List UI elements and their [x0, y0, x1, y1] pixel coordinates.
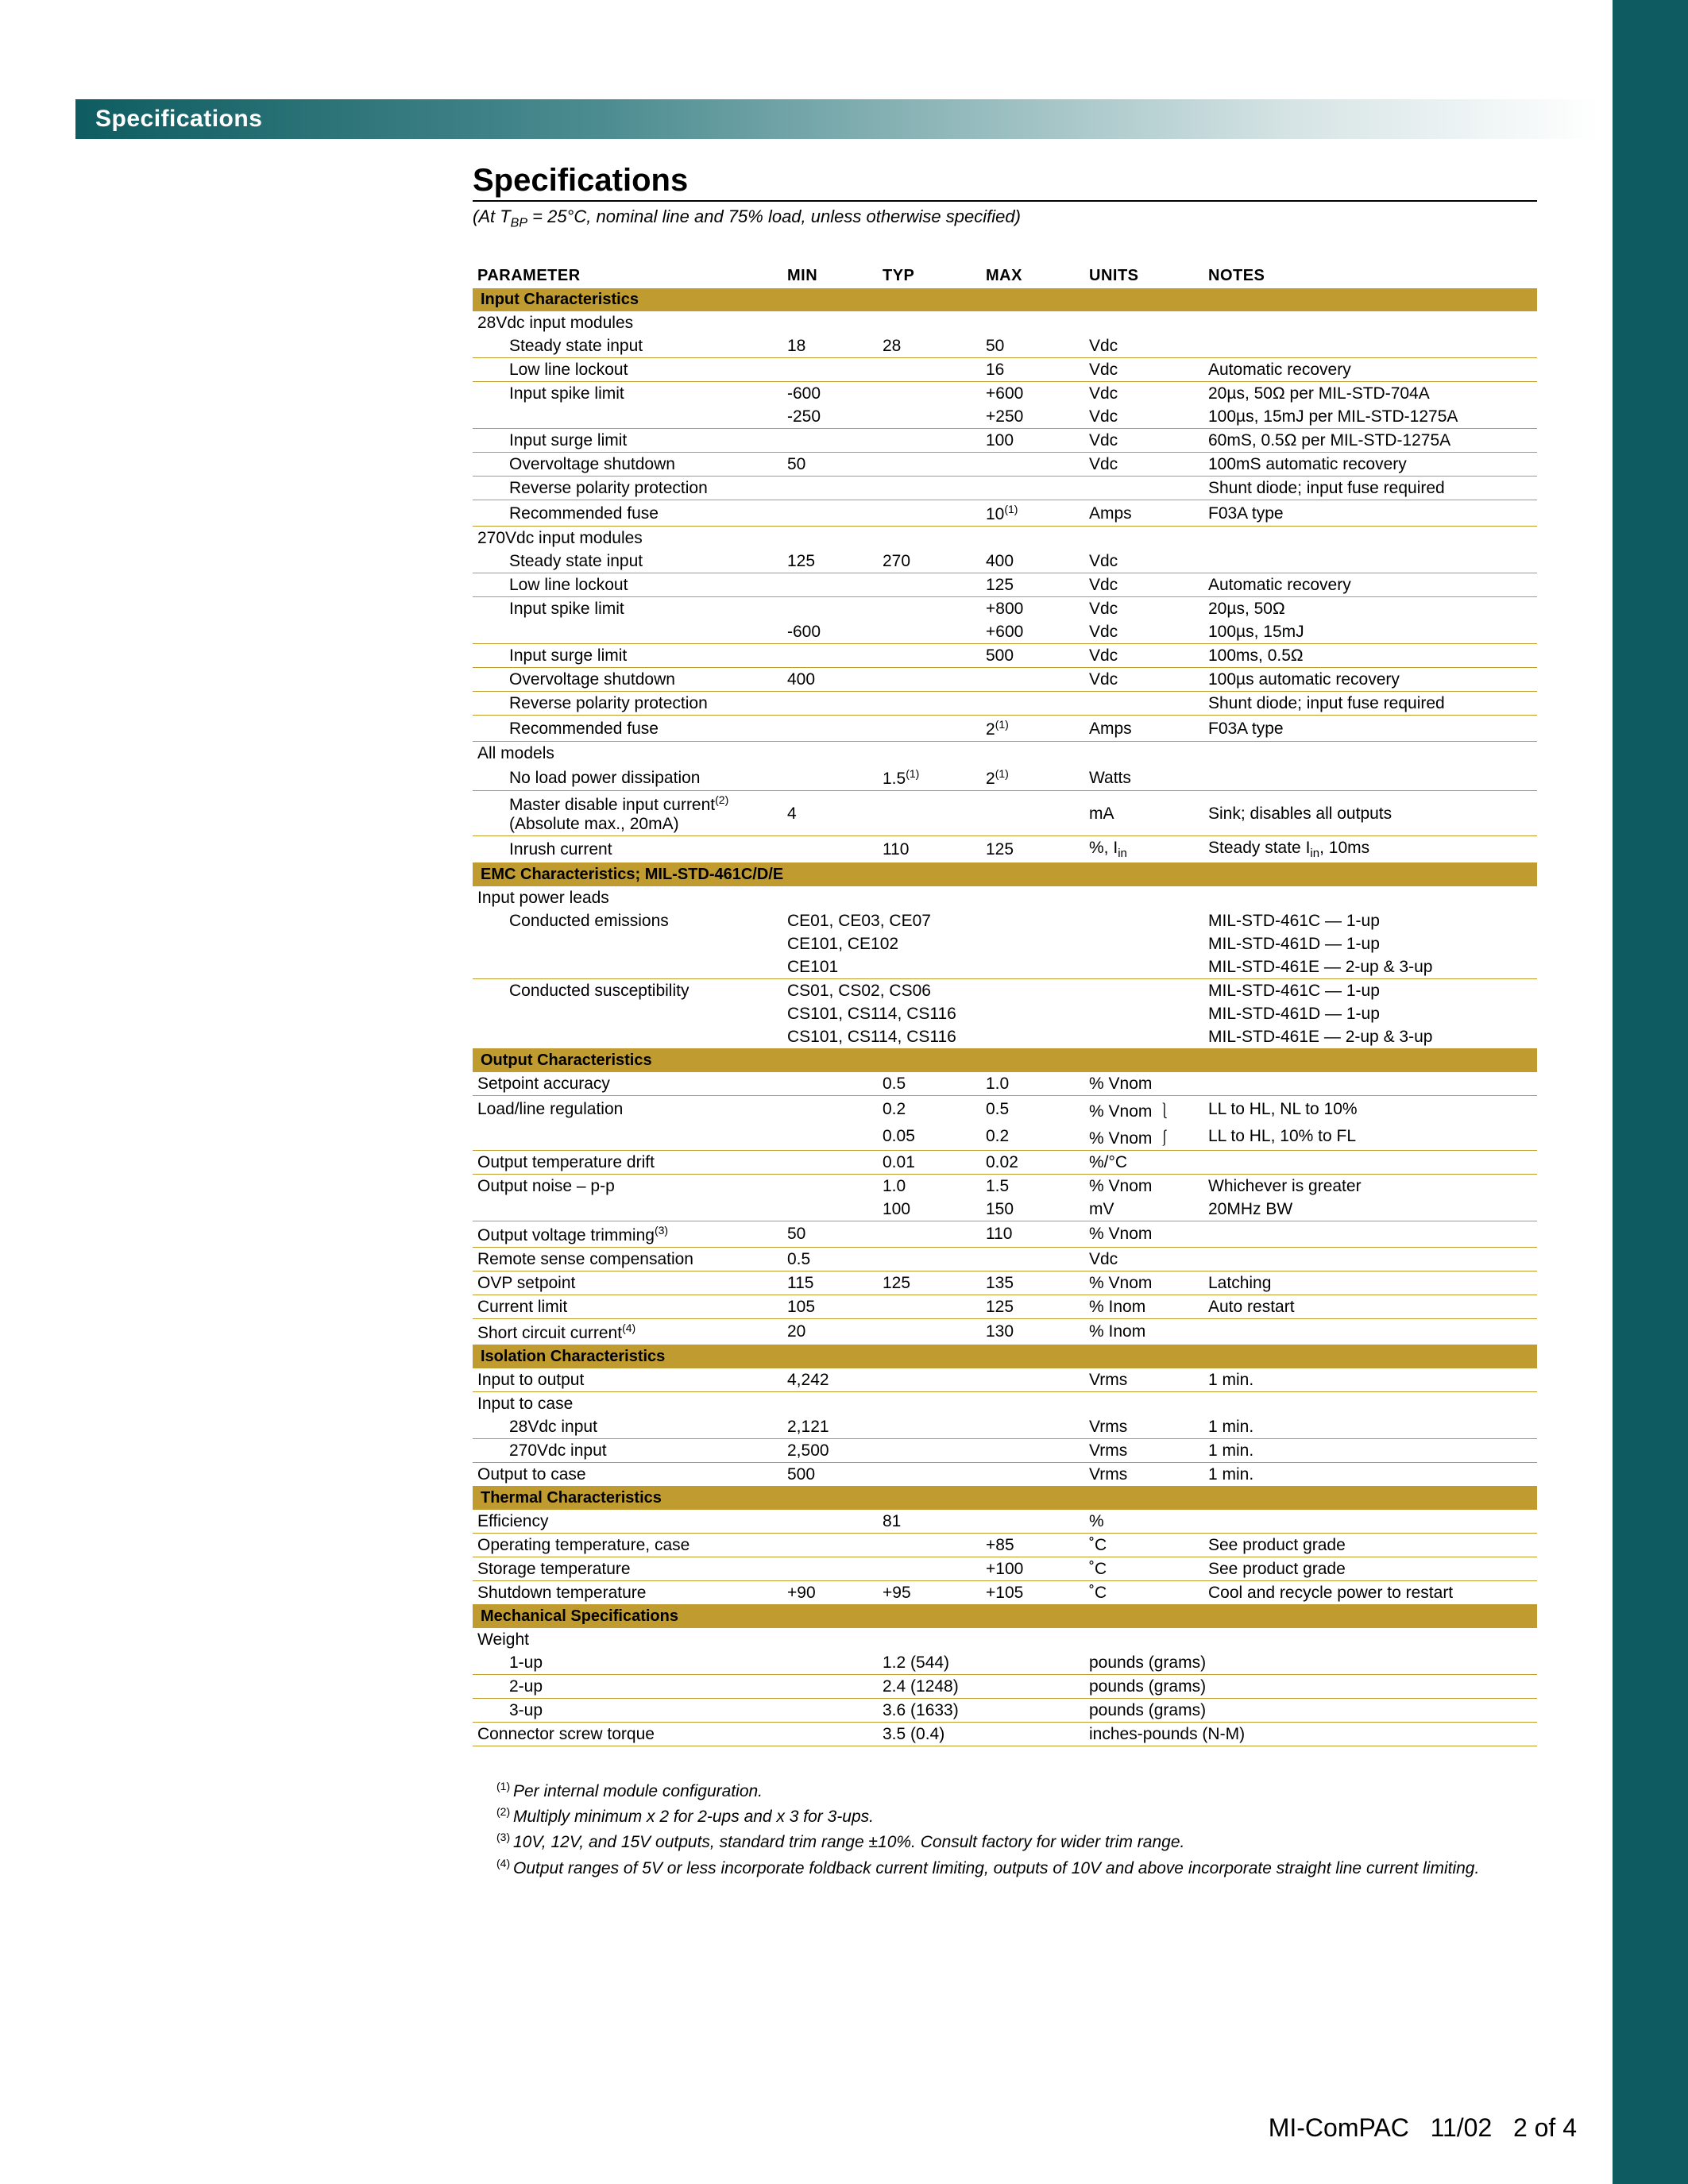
group-row: Input power leads [473, 886, 1537, 909]
table-row: Steady state input182850Vdc [473, 334, 1537, 358]
table-row: Overvoltage shutdown50Vdc100mS automatic… [473, 453, 1537, 477]
table-row: 2-up2.4 (1248)pounds (grams) [473, 1674, 1537, 1698]
table-row: Input to case [473, 1391, 1537, 1415]
th-typ: TYP [878, 264, 981, 288]
table-row: Conducted emissionsCE01, CE03, CE07MIL-S… [473, 909, 1537, 932]
footer-page: 2 of 4 [1513, 2113, 1577, 2142]
conditions-note: (At TBP = 25°C, nominal line and 75% loa… [473, 206, 1537, 230]
section-header: EMC Characteristics; MIL-STD-461C/D/E [473, 862, 1537, 886]
table-row: Input surge limit500Vdc100ms, 0.5Ω [473, 644, 1537, 668]
table-row: Output noise – p-p1.01.5% VnomWhichever … [473, 1174, 1537, 1198]
title-rule [473, 200, 1537, 202]
table-row: Reverse polarity protectionShunt diode; … [473, 692, 1537, 716]
cond-prefix: (At T [473, 206, 511, 226]
table-row: Connector screw torque3.5 (0.4)inches-po… [473, 1722, 1537, 1746]
section-header: Output Characteristics [473, 1048, 1537, 1072]
footnote: (3) 10V, 12V, and 15V outputs, standard … [496, 1829, 1537, 1854]
table-row: Recommended fuse2(1)AmpsF03A type [473, 716, 1537, 742]
sidebar-accent [1613, 0, 1688, 2184]
table-row: Storage temperature+100˚CSee product gra… [473, 1557, 1537, 1580]
footnotes: (1) Per internal module configuration.(2… [473, 1778, 1537, 1881]
table-row: Steady state input125270400Vdc [473, 550, 1537, 573]
th-max: MAX [981, 264, 1084, 288]
group-row: All models [473, 742, 1537, 766]
cond-suffix: = 25°C, nominal line and 75% load, unles… [527, 206, 1021, 226]
th-parameter: PARAMETER [473, 264, 782, 288]
spec-table: PARAMETER MIN TYP MAX UNITS NOTES Input … [473, 264, 1537, 1746]
table-row: Remote sense compensation0.5Vdc [473, 1247, 1537, 1271]
table-row: Load/line regulation0.20.5% Vnom ⎱LL to … [473, 1095, 1537, 1123]
footer: MI-ComPAC 11/02 2 of 4 [1269, 2113, 1577, 2143]
table-row: Low line lockout16VdcAutomatic recovery [473, 358, 1537, 382]
table-row: No load power dissipation1.5(1)2(1)Watts [473, 765, 1537, 791]
th-notes: NOTES [1203, 264, 1537, 288]
table-row: Weight [473, 1628, 1537, 1651]
table-row: Efficiency81% [473, 1510, 1537, 1534]
footer-date: 11/02 [1431, 2113, 1493, 2142]
table-row: Conducted susceptibilityCS01, CS02, CS06… [473, 978, 1537, 1002]
table-row: Input spike limit+800Vdc20µs, 50Ω [473, 597, 1537, 621]
footer-product: MI-ComPAC [1269, 2113, 1409, 2142]
table-row: Inrush current110125%, IinSteady state I… [473, 836, 1537, 862]
section-header: Thermal Characteristics [473, 1486, 1537, 1510]
table-row: Output voltage trimming(3)50110% Vnom [473, 1221, 1537, 1247]
section-header: Input Characteristics [473, 288, 1537, 311]
table-row: 28Vdc input2,121Vrms1 min. [473, 1415, 1537, 1439]
table-row: Operating temperature, case+85˚CSee prod… [473, 1533, 1537, 1557]
group-row: 28Vdc input modules [473, 311, 1537, 334]
group-row: 270Vdc input modules [473, 527, 1537, 550]
table-row: Short circuit current(4)20130% Inom [473, 1318, 1537, 1345]
section-header: Isolation Characteristics [473, 1345, 1537, 1368]
table-row: OVP setpoint115125135% VnomLatching [473, 1271, 1537, 1295]
table-row: Output to case500Vrms1 min. [473, 1462, 1537, 1486]
table-row: Setpoint accuracy0.51.0% Vnom [473, 1072, 1537, 1096]
header-bar: Specifications [75, 99, 1601, 139]
page-title: Specifications [473, 163, 1537, 199]
table-row: Input to output4,242Vrms1 min. [473, 1368, 1537, 1392]
table-row: CS101, CS114, CS116MIL-STD-461E — 2-up &… [473, 1025, 1537, 1049]
table-row: -250+250Vdc100µs, 15mJ per MIL-STD-1275A [473, 405, 1537, 429]
table-row: Recommended fuse10(1)AmpsF03A type [473, 500, 1537, 527]
table-row: Output temperature drift0.010.02%/°C [473, 1150, 1537, 1174]
table-row: CE101MIL-STD-461E — 2-up & 3-up [473, 955, 1537, 979]
table-row: 3-up3.6 (1633)pounds (grams) [473, 1698, 1537, 1722]
th-units: UNITS [1084, 264, 1203, 288]
table-row: -600+600Vdc100µs, 15mJ [473, 620, 1537, 644]
table-row: Overvoltage shutdown400Vdc100µs automati… [473, 668, 1537, 692]
content-area: Specifications (At TBP = 25°C, nominal l… [473, 163, 1537, 1881]
table-row: Current limit105125% InomAuto restart [473, 1295, 1537, 1318]
footnote: (2) Multiply minimum x 2 for 2-ups and x… [496, 1804, 1537, 1829]
table-header-row: PARAMETER MIN TYP MAX UNITS NOTES [473, 264, 1537, 288]
header-bar-title: Specifications [95, 106, 262, 133]
table-row: Input surge limit100Vdc60mS, 0.5Ω per MI… [473, 429, 1537, 453]
table-row: 1-up1.2 (544)pounds (grams) [473, 1651, 1537, 1675]
table-row: Input spike limit-600+600Vdc20µs, 50Ω pe… [473, 382, 1537, 406]
th-min: MIN [782, 264, 878, 288]
table-row: 100150mV20MHz BW [473, 1198, 1537, 1221]
cond-sub: BP [511, 216, 527, 230]
table-row: Master disable input current(2)(Absolute… [473, 791, 1537, 836]
footnote: (4) Output ranges of 5V or less incorpor… [496, 1855, 1537, 1881]
table-row: CE101, CE102MIL-STD-461D — 1-up [473, 932, 1537, 955]
section-header: Mechanical Specifications [473, 1604, 1537, 1628]
table-row: Shutdown temperature+90+95+105˚CCool and… [473, 1580, 1537, 1604]
table-row: Low line lockout125VdcAutomatic recovery [473, 573, 1537, 597]
table-row: 270Vdc input2,500Vrms1 min. [473, 1438, 1537, 1462]
table-row: 0.050.2% Vnom ⎰LL to HL, 10% to FL [473, 1123, 1537, 1151]
table-row: Reverse polarity protectionShunt diode; … [473, 477, 1537, 500]
footnote: (1) Per internal module configuration. [496, 1778, 1537, 1804]
table-row: CS101, CS114, CS116MIL-STD-461D — 1-up [473, 1002, 1537, 1025]
